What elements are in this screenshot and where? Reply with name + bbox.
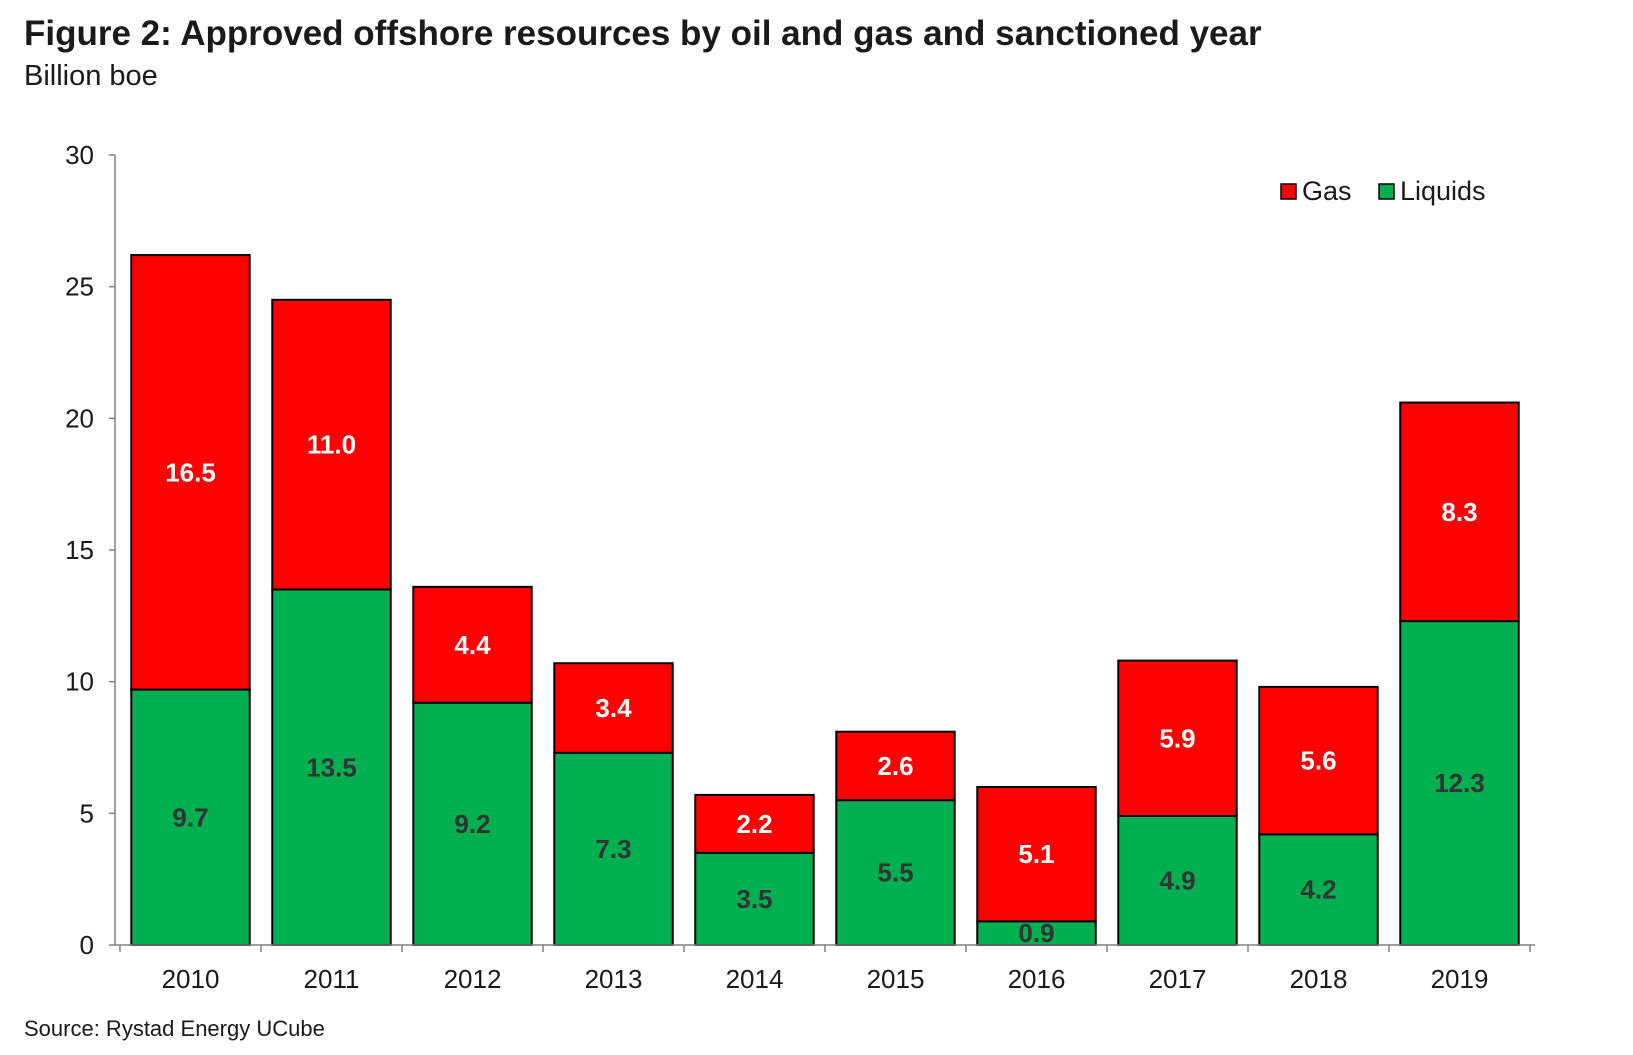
data-label-gas-2011: 11.0 [307, 430, 356, 460]
bar-liquids-2018 [1258, 833, 1379, 947]
legend-swatch-liquids [1378, 183, 1395, 200]
axes-group: 2010 2011 2012 2013 2014 2015 2016 2017 2018 2019… [65, 140, 1535, 994]
x-tick-label-2011: 2011 [304, 964, 360, 994]
source-note: Source: Rystad Energy UCube [24, 1016, 325, 1041]
data-label-gas-2013: 3.4 [595, 693, 632, 723]
data-label-liquids-2019: 12.3 [1434, 768, 1485, 798]
data-label-liquids-2011: 13.5 [306, 752, 357, 782]
bar-gas-2014 [694, 793, 815, 854]
chart-subtitle: Billion boe [24, 60, 158, 92]
bar-gas-2010 [130, 254, 251, 691]
x-tick-label-2019: 2019 [1431, 964, 1489, 994]
legend-label-gas: Gas [1302, 176, 1352, 206]
y-tick-label-15: 15 [65, 535, 94, 565]
bar-gas-2017 [1117, 659, 1238, 817]
bar-gas-2012 [412, 585, 533, 704]
y-tick-label-20: 20 [65, 403, 94, 433]
data-label-gas-2014: 2.2 [736, 809, 772, 839]
data-label-gas-2019: 8.3 [1441, 497, 1477, 527]
data-label-liquids-2016: 0.9 [1018, 918, 1054, 948]
x-tick-label-2016: 2016 [1008, 964, 1066, 994]
y-tick-label-30: 30 [65, 140, 94, 170]
y-tick-label-10: 10 [65, 667, 94, 697]
y-tick-label-0: 0 [80, 930, 94, 960]
data-label-gas-2015: 2.6 [877, 751, 913, 781]
x-tick-label-2018: 2018 [1290, 964, 1348, 994]
bar-liquids-2012 [412, 701, 533, 946]
bar-liquids-2013 [553, 751, 674, 946]
data-label-liquids-2012: 9.2 [454, 809, 490, 839]
y-tick-label-25: 25 [65, 272, 94, 302]
data-label-gas-2018: 5.6 [1300, 746, 1336, 776]
x-tick-label-2017: 2017 [1149, 964, 1207, 994]
data-label-liquids-2010: 9.7 [172, 802, 208, 832]
data-label-liquids-2017: 4.9 [1159, 865, 1195, 895]
data-label-liquids-2015: 5.5 [877, 858, 913, 888]
data-label-gas-2010: 16.5 [165, 457, 216, 487]
bar-gas-2011 [271, 298, 392, 591]
y-tick-label-5: 5 [80, 798, 94, 828]
x-tick-label-2015: 2015 [867, 964, 925, 994]
bar-liquids-2015 [835, 799, 956, 947]
data-label-gas-2012: 4.4 [454, 630, 491, 660]
x-tick-label-2010: 2010 [162, 964, 220, 994]
bar-gas-2015 [835, 730, 956, 802]
data-label-liquids-2013: 7.3 [595, 834, 631, 864]
bar-gas-2019 [1399, 401, 1520, 623]
bars-group [130, 254, 1520, 947]
bar-liquids-2019 [1399, 620, 1520, 946]
x-tick-label-2014: 2014 [726, 964, 784, 994]
data-label-liquids-2018: 4.2 [1300, 875, 1336, 905]
data-labels-group: 9.7 16.5 13.5 11.0 9.2 4.4 7.3 3.4 3.5 2.2 5.5 2.6 0… [165, 430, 1485, 948]
x-tick-label-2012: 2012 [444, 964, 502, 994]
legend: Gas Liquids [1280, 176, 1486, 206]
bar-liquids-2011 [271, 588, 392, 946]
x-tick-label-2013: 2013 [585, 964, 643, 994]
bar-gas-2013 [553, 662, 674, 754]
legend-swatch-gas [1280, 183, 1297, 200]
chart-title: Figure 2: Approved offshore resources by… [24, 14, 1262, 53]
legend-label-liquids: Liquids [1400, 176, 1486, 206]
bar-gas-2016 [976, 786, 1097, 923]
bar-liquids-2017 [1117, 814, 1238, 947]
data-label-gas-2016: 5.1 [1018, 839, 1054, 869]
data-label-liquids-2014: 3.5 [736, 884, 772, 914]
bar-gas-2018 [1258, 685, 1379, 836]
data-label-gas-2017: 5.9 [1159, 723, 1195, 753]
